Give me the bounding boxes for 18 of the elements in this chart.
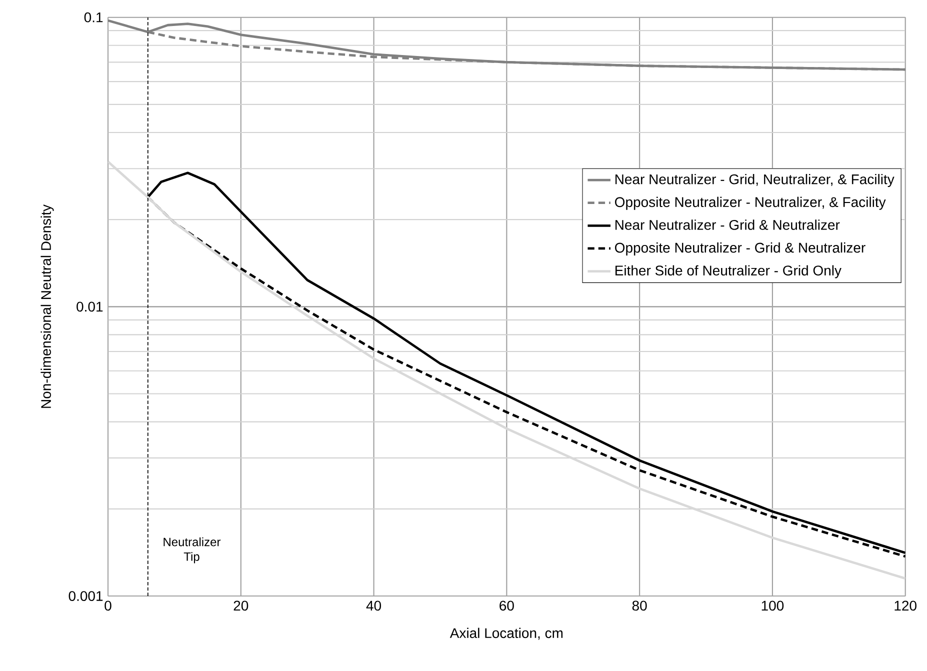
y-tick-label: 0.001	[68, 591, 103, 601]
x-axis-title: Axial Location, cm	[450, 628, 563, 640]
legend-label: Either Side of Neutralizer - Grid Only	[615, 265, 842, 278]
x-tick-label: 120	[894, 600, 916, 611]
y-tick-label: 0.01	[76, 302, 103, 312]
legend-label: Opposite Neutralizer - Grid & Neutralizer	[615, 242, 866, 256]
legend-label: Opposite Neutralizer - Neutralizer, & Facility	[615, 196, 886, 210]
ref-line-label: Neutralizer Tip	[164, 537, 221, 564]
x-tick-label: 0	[104, 600, 112, 611]
x-tick-label: 60	[500, 600, 514, 611]
legend-label: Near Neutralizer - Grid, Neutralizer, & Facility	[615, 174, 894, 188]
y-tick-label: 0.1	[84, 12, 103, 22]
x-tick-label: 20	[234, 600, 248, 611]
y-axis-title: Non-dimensional Neutral Density	[40, 204, 54, 408]
x-tick-label: 80	[632, 600, 647, 611]
legend-label: Near Neutralizer - Grid & Neutralizer	[615, 220, 840, 230]
x-tick-label: 40	[366, 600, 382, 611]
x-tick-label: 100	[762, 600, 784, 611]
